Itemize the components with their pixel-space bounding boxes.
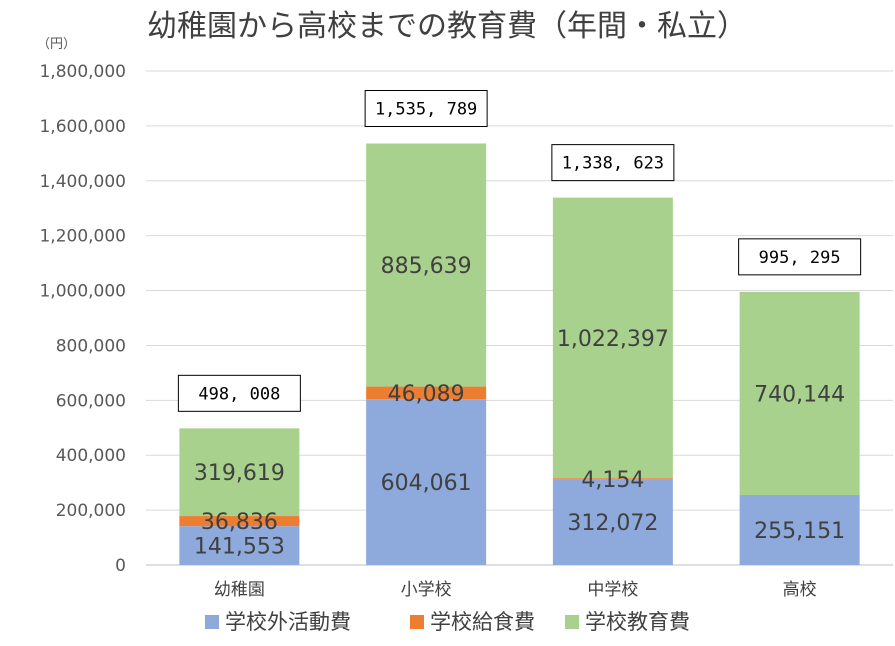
y-tick-label: 1,800,000: [39, 62, 126, 82]
y-tick-label: 1,600,000: [39, 117, 126, 137]
y-axis: 0 200,000 400,000 600,000 800,000 1,000,000 1,…: [39, 62, 126, 576]
legend-swatch: [410, 615, 424, 629]
y-tick-label: 400,000: [56, 446, 126, 466]
y-tick-label: 200,000: [56, 501, 126, 521]
bar-segment: [552, 478, 673, 480]
total-box: [364, 90, 488, 128]
bar-segment: [179, 516, 300, 527]
y-tick-label: 800,000: [56, 336, 126, 356]
bar-segment: [366, 386, 487, 400]
bar-segment: [552, 197, 673, 479]
bar-segment: [552, 479, 673, 565]
x-tick-label: 中学校: [587, 580, 638, 600]
total-box: [177, 374, 301, 412]
bar-segment: [179, 526, 300, 565]
data-label: 46,089: [388, 382, 465, 407]
total-box: [738, 238, 862, 276]
total-box: [551, 144, 675, 182]
data-label: 740,144: [754, 382, 845, 407]
total-label: 1,535, 789: [375, 100, 477, 120]
x-axis: 幼稚園 小学校 中学校 高校: [214, 580, 817, 600]
total-label: 995, 295: [759, 248, 841, 268]
data-label: 36,836: [201, 510, 278, 535]
y-tick-label: 1,200,000: [39, 227, 126, 247]
legend: 学校外活動費 学校給食費 学校教育費: [205, 610, 690, 634]
y-tick-label: 0: [115, 556, 126, 576]
x-tick-label: 高校: [783, 580, 817, 600]
bar-segment: [179, 428, 300, 517]
legend-label: 学校外活動費: [225, 610, 351, 634]
data-label: 255,151: [754, 519, 845, 544]
data-label: 312,072: [567, 511, 658, 536]
data-label: 4,154: [581, 468, 644, 493]
total-label: 498, 008: [198, 384, 280, 404]
bar-segment: [739, 494, 860, 565]
x-tick-label: 幼稚園: [214, 580, 265, 600]
data-label: 141,553: [194, 535, 285, 560]
data-label: 1,022,397: [557, 327, 669, 352]
y-tick-label: 600,000: [56, 391, 126, 411]
data-label: 319,619: [194, 461, 285, 486]
legend-label: 学校教育費: [585, 610, 690, 634]
data-label: 885,639: [381, 254, 472, 279]
data-label: 604,061: [381, 471, 472, 496]
legend-swatch: [565, 615, 579, 629]
legend-label: 学校給食費: [430, 610, 535, 634]
bar-segment: [366, 143, 487, 387]
chart-title: 幼稚園から高校までの教育費（年間・私立）: [147, 9, 747, 44]
legend-swatch: [205, 615, 219, 629]
bar-segment: [739, 291, 860, 495]
y-unit-label: （円）: [37, 37, 76, 52]
bar-segment: [366, 399, 487, 565]
y-tick-label: 1,000,000: [39, 282, 126, 302]
total-label: 1,338, 623: [562, 154, 664, 174]
y-tick-label: 1,400,000: [39, 172, 126, 192]
x-tick-label: 小学校: [401, 580, 452, 600]
